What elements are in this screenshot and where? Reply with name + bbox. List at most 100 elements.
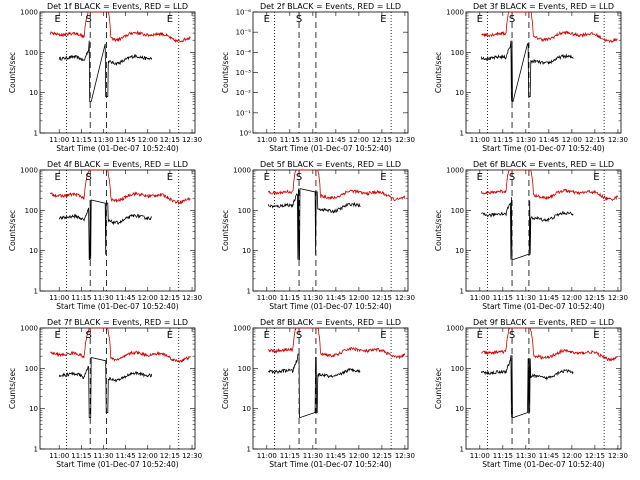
time-marker-e: E	[55, 172, 61, 183]
y-tick-label: 10⁻²	[236, 89, 252, 97]
x-tick-label: 12:00	[138, 294, 158, 302]
time-marker-e: E	[55, 14, 61, 25]
series-line-events	[480, 40, 574, 102]
y-tick-label: 1	[34, 288, 38, 296]
x-tick-label: 12:00	[562, 136, 582, 144]
y-axis-label: Counts/sec	[221, 52, 230, 93]
y-tick-label: 1	[460, 130, 464, 138]
y-tick-label: 1000	[233, 167, 251, 175]
y-tick-label: 1000	[446, 9, 464, 17]
panel-title: Det 3f BLACK = Events, RED = LLD	[473, 2, 614, 11]
y-tick-label: 1	[247, 446, 251, 454]
x-tick-label: 12:30	[608, 452, 628, 460]
x-tick-label: 11:30	[93, 136, 113, 144]
x-tick-label: 11:00	[49, 136, 69, 144]
series-line-lld	[480, 169, 619, 202]
detector-panel-4: Det 4f BLACK = Events, RED = LLD 11:00 11:…	[8, 160, 202, 311]
y-tick-label: 1	[247, 288, 251, 296]
x-tick-label: 12:00	[138, 452, 158, 460]
y-tick-label: 1000	[20, 167, 38, 175]
x-tick-label: 12:15	[585, 452, 605, 460]
x-tick-label: 11:00	[257, 294, 277, 302]
time-marker-e: E	[477, 14, 483, 25]
time-marker-e: E	[593, 330, 599, 341]
x-tick-label: 12:30	[395, 452, 415, 460]
time-marker-e: E	[167, 14, 173, 25]
series-line-lld	[267, 327, 406, 360]
panel-title: Det 1f BLACK = Events, RED = LLD	[47, 2, 188, 11]
plot-frame	[465, 327, 622, 450]
y-tick-label: 100	[451, 365, 464, 373]
y-tick-label: 1	[460, 446, 464, 454]
x-tick-label: 11:15	[280, 136, 300, 144]
time-marker-e: E	[380, 172, 386, 183]
x-tick-label: 12:30	[182, 294, 202, 302]
x-tick-label: 12:00	[562, 294, 582, 302]
x-tick-label: 12:30	[182, 452, 202, 460]
y-tick-label: 10⁰	[239, 130, 251, 138]
series-line-lld	[49, 11, 191, 43]
x-tick-label: 11:00	[470, 294, 490, 302]
x-tick-label: 11:00	[49, 294, 69, 302]
time-marker-s: S	[296, 14, 302, 25]
y-axis-label: Counts/sec	[221, 210, 230, 251]
x-tick-label: 11:30	[516, 294, 536, 302]
x-tick-label: 12:15	[585, 136, 605, 144]
panel-title: Det 6f BLACK = Events, RED = LLD	[473, 160, 614, 169]
time-marker-e: E	[167, 330, 173, 341]
y-axis-label: Counts/sec	[434, 210, 443, 251]
time-marker-e: E	[55, 330, 61, 341]
x-tick-label: 12:00	[562, 452, 582, 460]
x-tick-label: 12:15	[372, 452, 392, 460]
series-line-lld	[49, 169, 191, 205]
plot-frame	[252, 11, 409, 134]
series-line-events	[58, 40, 153, 102]
x-axis-label: Start Time (01-Dec-07 10:52:40)	[482, 302, 604, 311]
x-axis-label: Start Time (01-Dec-07 10:52:40)	[482, 144, 604, 153]
x-tick-label: 11:30	[516, 136, 536, 144]
x-tick-label: 11:30	[516, 452, 536, 460]
time-marker-e: E	[593, 172, 599, 183]
time-marker-e: E	[264, 172, 270, 183]
y-tick-label: 10	[455, 247, 464, 255]
y-tick-label: 1000	[446, 167, 464, 175]
y-axis-label: Counts/sec	[221, 368, 230, 409]
time-marker-e: E	[477, 172, 483, 183]
detector-panel-6: Det 6f BLACK = Events, RED = LLD 11:00 11:…	[434, 160, 628, 311]
series-line-events	[481, 197, 574, 261]
x-tick-label: 12:15	[372, 136, 392, 144]
series-line-events	[267, 353, 361, 419]
panel-title: Det 7f BLACK = Events, RED = LLD	[47, 318, 188, 327]
series-line-lld	[267, 169, 406, 202]
y-tick-label: 1	[460, 288, 464, 296]
x-tick-label: 12:30	[395, 294, 415, 302]
x-tick-label: 11:00	[257, 136, 277, 144]
series-line-events	[58, 199, 152, 261]
x-tick-label: 12:00	[349, 136, 369, 144]
plot-frame	[465, 11, 622, 134]
y-tick-label: 1000	[20, 9, 38, 17]
y-tick-label: 100	[25, 207, 38, 215]
x-tick-label: 11:15	[280, 294, 300, 302]
y-tick-label: 1	[34, 446, 38, 454]
y-tick-label: 10	[455, 89, 464, 97]
series-line-lld	[481, 11, 618, 44]
series-line-lld	[481, 327, 619, 362]
panel-title: Det 8f BLACK = Events, RED = LLD	[260, 318, 401, 327]
y-tick-label: 100	[451, 49, 464, 57]
x-tick-label: 11:15	[493, 452, 513, 460]
x-tick-label: 11:00	[49, 452, 69, 460]
x-tick-label: 11:15	[71, 294, 91, 302]
y-tick-label: 10⁻¹	[236, 109, 252, 117]
x-tick-label: 12:15	[160, 452, 180, 460]
panel-title: Det 4f BLACK = Events, RED = LLD	[47, 160, 188, 169]
series-line-events	[480, 355, 574, 419]
time-marker-s: S	[296, 330, 302, 341]
x-tick-label: 11:15	[71, 136, 91, 144]
y-tick-label: 10	[29, 89, 38, 97]
